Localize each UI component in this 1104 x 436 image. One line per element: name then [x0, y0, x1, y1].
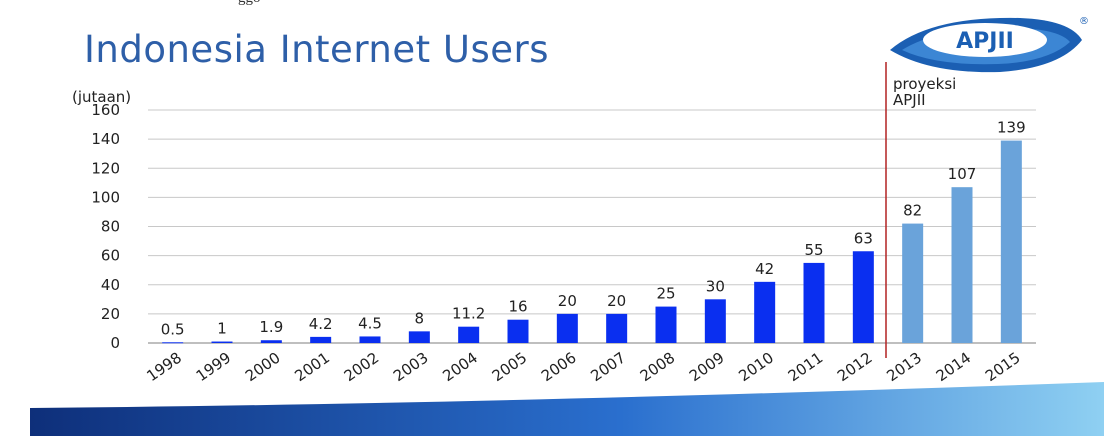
- data-label: 139: [997, 119, 1026, 137]
- data-label: 20: [558, 292, 577, 310]
- bar: [754, 281, 776, 343]
- x-tick-label: 2012: [834, 349, 876, 386]
- data-label: 16: [508, 298, 527, 316]
- projection-annotation-line1: proyeksi: [893, 75, 956, 93]
- y-tick-label: 60: [101, 247, 120, 265]
- bar: [655, 306, 677, 343]
- data-label: 11.2: [452, 305, 485, 323]
- data-label: 42: [755, 260, 774, 278]
- projection-annotation-line2: APJII: [893, 91, 926, 109]
- y-tick-label: 100: [91, 188, 120, 206]
- data-label: 4.5: [358, 314, 382, 332]
- bar: [260, 340, 282, 343]
- data-label: 55: [804, 241, 823, 259]
- x-tick-label: 2011: [785, 349, 827, 386]
- data-label: 25: [656, 285, 675, 303]
- bar: [704, 299, 726, 343]
- x-tick-label: 2007: [587, 349, 629, 386]
- bar: [211, 341, 233, 343]
- data-label: 63: [854, 229, 873, 247]
- bar: [507, 319, 529, 343]
- y-tick-label: 160: [91, 101, 120, 119]
- x-tick-label: 1998: [143, 349, 185, 386]
- x-tick-label: 2013: [883, 349, 925, 386]
- x-tick-label: 2003: [390, 349, 432, 386]
- bar: [458, 326, 480, 343]
- data-label: 107: [948, 165, 977, 183]
- y-axis-ticks: 0 20 40 60 80 100 120 140 160: [91, 101, 120, 352]
- y-axis-label: (jutaan): [72, 88, 131, 106]
- bar: [606, 313, 628, 343]
- y-tick-label: 140: [91, 130, 120, 148]
- gridlines: [148, 109, 1036, 344]
- bar: [902, 223, 924, 343]
- x-tick-label: 2014: [933, 349, 975, 386]
- apjii-logo: APJII ®: [890, 16, 1089, 73]
- bar: [162, 342, 184, 344]
- x-tick-label: 2000: [242, 349, 284, 386]
- bar: [951, 187, 973, 343]
- data-label: 82: [903, 202, 922, 220]
- x-tick-label: 2010: [735, 349, 777, 386]
- bar: [556, 313, 578, 343]
- bar: [408, 331, 430, 343]
- bar: [1000, 140, 1022, 343]
- y-tick-label: 120: [91, 159, 120, 177]
- y-tick-label: 20: [101, 305, 120, 323]
- top-text-fragment: ggo: [238, 0, 261, 7]
- data-label: 1.9: [259, 318, 283, 336]
- x-tick-label: 2008: [637, 349, 679, 386]
- data-label: 8: [415, 309, 425, 327]
- bar: [310, 336, 332, 343]
- x-tick-label: 2001: [291, 349, 333, 386]
- registered-mark: ®: [1079, 16, 1089, 27]
- data-label: 20: [607, 292, 626, 310]
- data-label: 30: [706, 277, 725, 295]
- bars: [162, 140, 1022, 344]
- x-tick-label: 2009: [686, 349, 728, 386]
- bar: [852, 251, 874, 343]
- y-tick-label: 40: [101, 276, 120, 294]
- x-tick-label: 1999: [193, 349, 235, 386]
- x-axis-ticks: 1998 1999 2000 2001 2002 2003 2004 2005 2006 2007…: [143, 349, 1023, 386]
- data-label: 0.5: [161, 320, 185, 338]
- x-tick-label: 2002: [341, 349, 383, 386]
- y-tick-label: 80: [101, 218, 120, 236]
- x-tick-label: 2006: [538, 349, 580, 386]
- data-label: 1: [217, 320, 227, 338]
- data-label: 4.2: [309, 315, 333, 333]
- data-labels: 0.5 1 1.9 4.2 4.5 8 11.2 16 20 20 25 30 42 55 63 82 107 1…: [161, 119, 1026, 339]
- x-tick-label: 2015: [982, 349, 1024, 386]
- bar: [359, 336, 381, 343]
- apjii-logo-text: APJII: [956, 29, 1014, 54]
- x-tick-label: 2004: [439, 349, 481, 386]
- chart-title: Indonesia Internet Users: [84, 28, 549, 71]
- bar: [803, 262, 825, 343]
- x-tick-label: 2005: [489, 349, 531, 386]
- y-tick-label: 0: [110, 334, 120, 352]
